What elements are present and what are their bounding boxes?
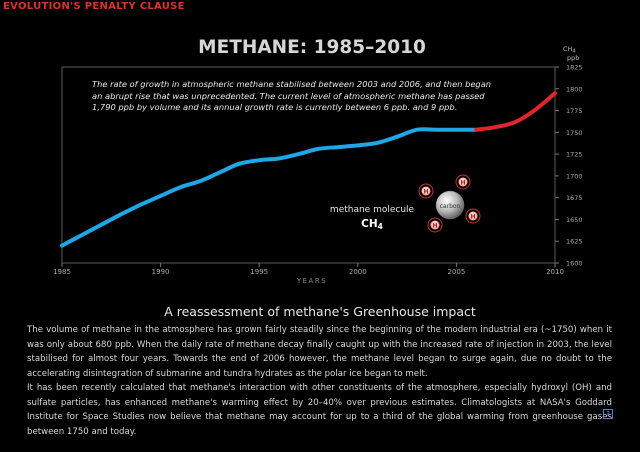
carbon-atom-label: carbon xyxy=(440,203,461,210)
y-tick-label: 1625 xyxy=(566,238,583,246)
molecule-label: methane molecule xyxy=(330,205,415,215)
svg-text:H: H xyxy=(432,223,437,230)
x-tick-label: 2010 xyxy=(546,268,564,276)
chart-annotation-box: The rate of growth in atmospheric methan… xyxy=(92,79,492,112)
y-tick-label: 1675 xyxy=(566,194,583,202)
y-tick-label: 1700 xyxy=(566,172,583,180)
y-axis-unit: ppb xyxy=(567,54,579,62)
y-tick-label: 1725 xyxy=(566,151,583,159)
plot-frame xyxy=(61,66,556,264)
header-label: EVOLUTION'S PENALTY CLAUSE xyxy=(3,1,185,12)
svg-text:H: H xyxy=(460,180,465,187)
chart-title: METHANE: 1985–2010 xyxy=(198,37,426,58)
y-tick-label: 1775 xyxy=(566,107,583,115)
y-tick-label: 1800 xyxy=(566,85,583,93)
y-tick-label: 1750 xyxy=(566,129,583,137)
y-tick-label: 1600 xyxy=(566,260,583,268)
chart-annotation: The rate of growth in atmospheric methan… xyxy=(92,79,492,112)
hydrogen-atom-icon: H xyxy=(465,208,481,224)
data-series xyxy=(60,91,557,248)
series-line-0 xyxy=(60,127,479,248)
section-heading: A reassessment of methane's Greenhouse i… xyxy=(164,304,476,319)
x-tick-label: 2000 xyxy=(349,268,367,276)
hydrogen-atom-icon: H xyxy=(427,217,443,233)
hydrogen-atom-icon: H xyxy=(418,183,434,199)
series-line-1 xyxy=(474,91,557,132)
y-tick-label: 1650 xyxy=(566,216,583,224)
y-axis-ticks: 1600 1625 1650 1675 1700 1725 1750 1775 1800 1825 xyxy=(555,64,583,268)
article-paragraph: The volume of methane in the atmosphere … xyxy=(27,325,612,379)
y-axis-label: CH4 xyxy=(563,45,576,55)
x-axis-label: YEARS xyxy=(296,277,327,285)
svg-text:H: H xyxy=(423,189,428,196)
y-tick-label: 1825 xyxy=(566,64,583,72)
x-tick-label: 1985 xyxy=(53,268,71,276)
x-axis-ticks: 1985 1990 1995 2000 2005 2010 xyxy=(53,263,564,276)
article-paragraph: It has been recently calculated that met… xyxy=(27,383,612,437)
x-tick-label: 1990 xyxy=(152,268,170,276)
x-tick-label: 1995 xyxy=(250,268,268,276)
methane-chart: METHANE: 1985–2010 CH4 ppb YEARS 1985 199… xyxy=(53,37,583,285)
molecule-formula: CH4 xyxy=(361,218,383,231)
svg-text:H: H xyxy=(470,214,475,221)
x-tick-label: 2005 xyxy=(447,268,465,276)
methane-molecule-icon: carbon H H H H xyxy=(418,174,481,233)
hydrogen-atom-icon: H xyxy=(455,174,471,190)
info-button[interactable]: ? xyxy=(603,409,613,419)
